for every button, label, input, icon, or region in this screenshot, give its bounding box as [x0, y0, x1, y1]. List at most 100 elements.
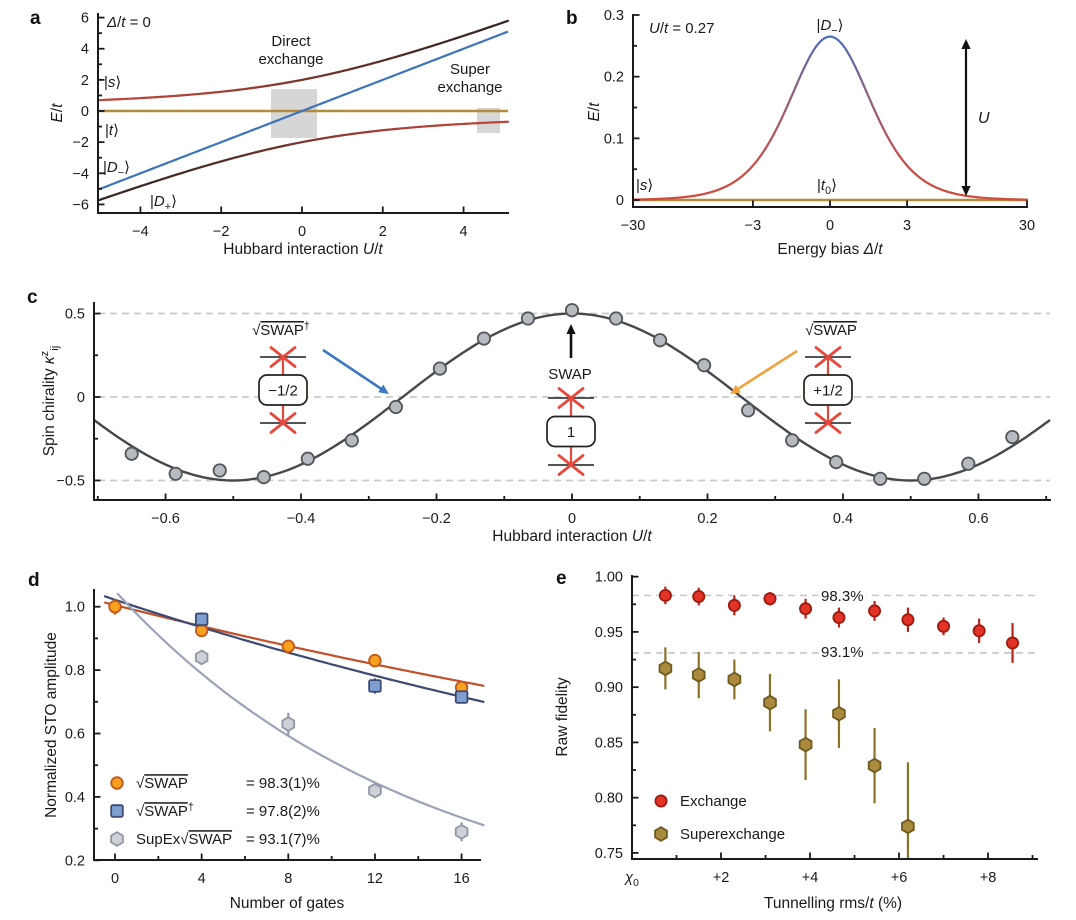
sqrt-swap-series-marker — [281, 639, 295, 654]
curve-segment — [871, 103, 877, 113]
x-axis-label: Hubbard interaction U/t — [223, 241, 383, 258]
legend-sqrt-swap-dagger-marker — [110, 804, 124, 818]
sqrt-swap-dagger-series-marker — [368, 679, 382, 693]
superexchange-series-marker — [901, 818, 915, 835]
supex-sqrt-swap-series-fit-line — [116, 592, 485, 827]
super-exchange-box — [477, 108, 500, 133]
x-tick-label: 0 — [298, 224, 306, 240]
sqrt-swap-arrow-head — [730, 384, 741, 394]
x-tick-label: −30 — [621, 218, 646, 234]
exchange-series-marker — [658, 588, 672, 602]
x-axis-label: Hubbard interaction U/t — [492, 528, 652, 545]
y-tick-label: 0.2 — [65, 853, 85, 869]
x-tick-label: +6 — [891, 870, 908, 886]
state-D-minus-label: |D−⟩ — [103, 159, 130, 179]
curve-segment — [797, 71, 803, 81]
y-tick-label: −4 — [72, 166, 89, 182]
panel-letter-c: c — [27, 287, 38, 308]
data-point — [652, 333, 668, 348]
curve-segment — [862, 84, 868, 94]
y-tick-label: 0.1 — [604, 131, 624, 147]
curve-segment — [854, 65, 860, 74]
y-tick-label: −2 — [72, 135, 89, 151]
exchange-series-marker — [901, 613, 915, 627]
gate-sqrt-swap-dagger-spin-cross — [269, 412, 297, 434]
y-axis-label: Spin chirality κzij — [39, 346, 61, 457]
x-tick-label: 12 — [367, 871, 383, 887]
sqrt-swap-dagger-arrow-shaft — [322, 348, 384, 391]
sqrt-swap-dagger-series-marker — [194, 612, 209, 627]
gate-sqrt-swap-dagger-phase-box — [258, 374, 308, 406]
panel-letter-e: e — [556, 568, 567, 589]
y-tick-label: 0.85 — [595, 735, 623, 751]
legend-exchange-marker — [654, 794, 668, 808]
super-exchange-label-1: Super — [450, 61, 490, 78]
y-tick-label: 0 — [616, 193, 624, 209]
gate-sqrt-swap-spin-cross — [814, 346, 842, 368]
y-tick-label: 0 — [77, 390, 85, 406]
gate-sqrt-swap-label: √SWAP — [805, 322, 857, 339]
curve-segment — [865, 90, 871, 100]
gate-sqrt-swap-spin-cross — [814, 412, 842, 434]
U-label: U — [978, 110, 990, 127]
y-tick-label: −6 — [72, 197, 89, 213]
y-tick-label: 0.8 — [65, 663, 85, 679]
x-tick-label: 0 — [568, 511, 576, 527]
curve-segment — [868, 97, 874, 106]
data-point — [168, 466, 183, 481]
state-D-plus-label: |D+⟩ — [150, 193, 177, 213]
state-t-label: |t⟩ — [105, 122, 119, 139]
superexchange-series-marker — [832, 705, 846, 722]
superexchange-series-marker — [658, 660, 673, 677]
gate-sqrt-swap-dagger-spin-cross — [269, 346, 297, 368]
curve-segment — [783, 103, 789, 113]
y-axis-label: Raw fidelity — [554, 677, 571, 756]
y-tick-label: 1.00 — [595, 570, 623, 586]
x-tick-label: −3 — [745, 218, 762, 234]
data-point — [829, 455, 844, 470]
data-point — [917, 471, 932, 486]
y-tick-label: 0 — [81, 104, 89, 120]
sqrt-swap-series-marker — [194, 623, 209, 638]
direct-exchange-label-2: exchange — [258, 51, 323, 68]
supex-sqrt-swap-series-marker — [281, 716, 296, 732]
superexchange-series-marker — [867, 757, 882, 774]
curve-segment — [795, 78, 801, 87]
y-tick-label: 0.5 — [65, 307, 85, 323]
state-t0-label: |t0⟩ — [817, 177, 837, 197]
curve-upper-branch — [96, 19, 510, 102]
superexchange-series-marker — [763, 694, 777, 711]
data-point — [476, 331, 492, 346]
gate-swap-phase-value: 1 — [567, 424, 575, 441]
state-s-label: |s⟩ — [636, 177, 653, 194]
gate-swap-spin-cross — [557, 387, 585, 409]
legend-superexchange-marker — [654, 826, 668, 842]
sqrt-swap-series-marker — [368, 653, 382, 668]
panel-e: 98.3% 93.1% Exchange Superexchange χ0 +2 +4 +6 +… — [554, 570, 1038, 912]
data-point — [124, 446, 139, 461]
legend-sqrt-swap-label: √SWAP — [136, 775, 188, 792]
x-tick-label: +8 — [980, 870, 997, 886]
curve-doublon-minus-line — [97, 30, 509, 191]
y-tick-label: 0.4 — [65, 790, 85, 806]
gate-swap-spin-cross — [557, 454, 585, 476]
x-tick-label: +4 — [802, 870, 819, 886]
y-axis-label: E/t — [586, 102, 603, 122]
x-axis-label: Energy bias Δ/t — [777, 241, 883, 258]
data-point — [388, 399, 403, 415]
x-tick-label: 4 — [460, 224, 468, 240]
curve-segment — [857, 71, 863, 81]
data-point — [873, 471, 888, 486]
panel-letter-d: d — [28, 570, 40, 591]
x-tick-label: 0 — [111, 871, 119, 887]
y-tick-label: 2 — [81, 73, 89, 89]
x-tick-label: χ0 — [623, 870, 639, 889]
sqrt-swap-arrow-shaft — [736, 349, 798, 391]
data-point — [1005, 429, 1020, 445]
supex-sqrt-swap-series-marker — [194, 649, 209, 666]
data-point — [432, 361, 447, 376]
data-point — [212, 463, 227, 478]
curve-segment — [786, 97, 792, 106]
